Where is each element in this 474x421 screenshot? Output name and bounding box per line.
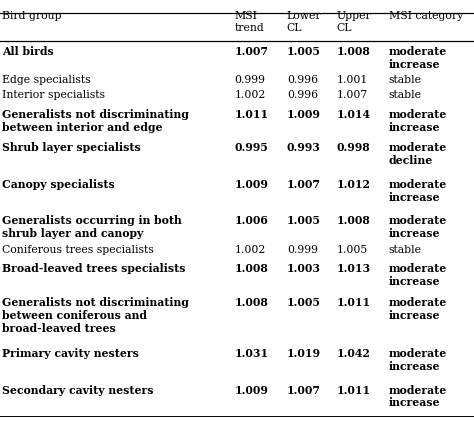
Text: 1.005: 1.005 xyxy=(287,46,321,57)
Text: moderate
increase: moderate increase xyxy=(389,179,447,203)
Text: MSI
trend: MSI trend xyxy=(235,11,264,32)
Text: 1.006: 1.006 xyxy=(235,215,268,226)
Text: 1.042: 1.042 xyxy=(337,348,370,359)
Text: 1.005: 1.005 xyxy=(287,297,321,308)
Text: moderate
increase: moderate increase xyxy=(389,348,447,372)
Text: Broad-leaved trees specialists: Broad-leaved trees specialists xyxy=(2,264,186,274)
Text: 1.014: 1.014 xyxy=(337,109,371,120)
Text: 1.002: 1.002 xyxy=(235,245,266,255)
Text: 1.001: 1.001 xyxy=(337,75,368,85)
Text: Lower
CL: Lower CL xyxy=(287,11,321,32)
Text: moderate
increase: moderate increase xyxy=(389,109,447,133)
Text: 1.007: 1.007 xyxy=(287,179,321,190)
Text: 1.007: 1.007 xyxy=(235,46,269,57)
Text: stable: stable xyxy=(389,245,422,255)
Text: Coniferous trees specialists: Coniferous trees specialists xyxy=(2,245,154,255)
Text: 0.996: 0.996 xyxy=(287,90,318,100)
Text: 1.009: 1.009 xyxy=(235,384,268,395)
Text: 1.011: 1.011 xyxy=(337,384,371,395)
Text: 0.999: 0.999 xyxy=(287,245,318,255)
Text: moderate
decline: moderate decline xyxy=(389,142,447,166)
Text: 0.996: 0.996 xyxy=(287,75,318,85)
Text: Bird group: Bird group xyxy=(2,11,62,21)
Text: 1.019: 1.019 xyxy=(287,348,321,359)
Text: moderate
increase: moderate increase xyxy=(389,384,447,408)
Text: Primary cavity nesters: Primary cavity nesters xyxy=(2,348,139,359)
Text: All birds: All birds xyxy=(2,46,54,57)
Text: 0.999: 0.999 xyxy=(235,75,265,85)
Text: Shrub layer specialists: Shrub layer specialists xyxy=(2,142,141,153)
Text: 1.009: 1.009 xyxy=(235,179,268,190)
Text: 0.995: 0.995 xyxy=(235,142,268,153)
Text: moderate
increase: moderate increase xyxy=(389,264,447,287)
Text: 1.008: 1.008 xyxy=(235,264,268,274)
Text: Generalists not discriminating
between coniferous and
broad-leaved trees: Generalists not discriminating between c… xyxy=(2,297,189,333)
Text: 0.998: 0.998 xyxy=(337,142,370,153)
Text: 1.002: 1.002 xyxy=(235,90,266,100)
Text: 1.009: 1.009 xyxy=(287,109,320,120)
Text: Canopy specialists: Canopy specialists xyxy=(2,179,115,190)
Text: Edge specialists: Edge specialists xyxy=(2,75,91,85)
Text: Secondary cavity nesters: Secondary cavity nesters xyxy=(2,384,154,395)
Text: moderate
increase: moderate increase xyxy=(389,46,447,70)
Text: 1.003: 1.003 xyxy=(287,264,321,274)
Text: 1.007: 1.007 xyxy=(337,90,368,100)
Text: Interior specialists: Interior specialists xyxy=(2,90,105,100)
Text: 1.013: 1.013 xyxy=(337,264,371,274)
Text: 1.011: 1.011 xyxy=(337,297,371,308)
Text: MSI category: MSI category xyxy=(389,11,463,21)
Text: moderate
increase: moderate increase xyxy=(389,215,447,239)
Text: moderate
increase: moderate increase xyxy=(389,297,447,321)
Text: 1.005: 1.005 xyxy=(337,245,368,255)
Text: Upper
CL: Upper CL xyxy=(337,11,371,32)
Text: 1.031: 1.031 xyxy=(235,348,269,359)
Text: 1.008: 1.008 xyxy=(337,46,370,57)
Text: 1.008: 1.008 xyxy=(337,215,370,226)
Text: 1.011: 1.011 xyxy=(235,109,269,120)
Text: 1.005: 1.005 xyxy=(287,215,321,226)
Text: stable: stable xyxy=(389,75,422,85)
Text: 0.993: 0.993 xyxy=(287,142,320,153)
Text: stable: stable xyxy=(389,90,422,100)
Text: Generalists occurring in both
shrub layer and canopy: Generalists occurring in both shrub laye… xyxy=(2,215,182,239)
Text: 1.012: 1.012 xyxy=(337,179,371,190)
Text: 1.008: 1.008 xyxy=(235,297,268,308)
Text: Generalists not discriminating
between interior and edge: Generalists not discriminating between i… xyxy=(2,109,189,133)
Text: 1.007: 1.007 xyxy=(287,384,321,395)
